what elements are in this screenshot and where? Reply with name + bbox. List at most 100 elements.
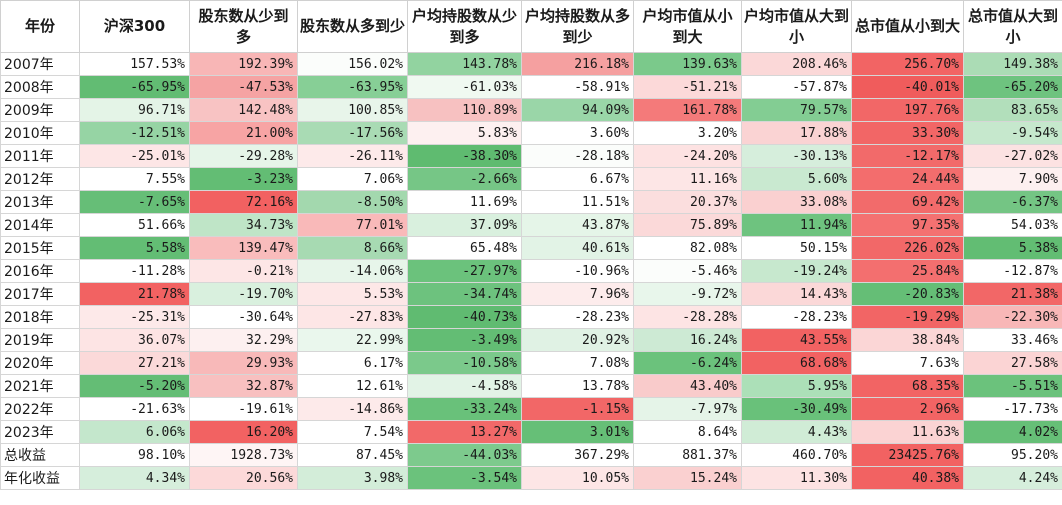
- table-cell: -27.83%: [297, 305, 408, 329]
- table-cell: -24.20%: [633, 144, 742, 168]
- table-cell: 54.03%: [963, 213, 1062, 237]
- table-cell: 27.21%: [79, 351, 190, 375]
- table-cell: 161.78%: [633, 98, 742, 122]
- table-cell: 69.42%: [851, 190, 964, 214]
- table-cell: 1928.73%: [189, 443, 298, 467]
- header-mktcap-asc: 总市值从小到大: [851, 0, 964, 53]
- table-row: 2008年 -65.95% -47.53% -63.95% -61.03% -58.91%…: [0, 75, 1062, 99]
- row-label: 2020年: [0, 351, 80, 375]
- row-label: 2010年: [0, 121, 80, 145]
- table-cell: 8.64%: [633, 420, 742, 444]
- table-cell: 11.51%: [521, 190, 634, 214]
- table-cell: -8.50%: [297, 190, 408, 214]
- table-cell: -30.13%: [741, 144, 852, 168]
- table-cell: 149.38%: [963, 52, 1062, 76]
- table-cell: -30.64%: [189, 305, 298, 329]
- table-cell: 23425.76%: [851, 443, 964, 467]
- table-cell: -12.87%: [963, 259, 1062, 283]
- table-cell: 16.20%: [189, 420, 298, 444]
- table-cell: -40.01%: [851, 75, 964, 99]
- table-cell: -65.95%: [79, 75, 190, 99]
- table-cell: -17.56%: [297, 121, 408, 145]
- table-cell: -22.30%: [963, 305, 1062, 329]
- table-cell: 3.20%: [633, 121, 742, 145]
- table-row: 2020年 27.21% 29.93% 6.17% -10.58% 7.08% -6.24%…: [0, 351, 1062, 375]
- row-label: 2016年: [0, 259, 80, 283]
- table-row: 2023年 6.06% 16.20% 7.54% 13.27% 3.01% 8.64% 4.4…: [0, 420, 1062, 444]
- row-label: 2007年: [0, 52, 80, 76]
- table-cell: 21.00%: [189, 121, 298, 145]
- table-cell: 34.73%: [189, 213, 298, 237]
- table-cell: 7.55%: [79, 167, 190, 191]
- table-row: 总收益 98.10% 1928.73% 87.45% -44.03% 367.29% 881…: [0, 443, 1062, 467]
- header-avg-value-asc: 户均市值从小到大: [633, 0, 742, 53]
- table-cell: 256.70%: [851, 52, 964, 76]
- table-cell: 5.83%: [407, 121, 522, 145]
- table-cell: 25.84%: [851, 259, 964, 283]
- table-row: 2012年 7.55% -3.23% 7.06% -2.66% 6.67% 11.16% 5.…: [0, 167, 1062, 191]
- table-cell: 4.43%: [741, 420, 852, 444]
- table-cell: 33.46%: [963, 328, 1062, 352]
- table-cell: -0.21%: [189, 259, 298, 283]
- table-cell: 95.20%: [963, 443, 1062, 467]
- header-avg-value-desc: 户均市值从大到小: [741, 0, 852, 53]
- table-cell: 5.95%: [741, 374, 852, 398]
- table-cell: -28.23%: [521, 305, 634, 329]
- table-cell: 5.53%: [297, 282, 408, 306]
- table-cell: 10.05%: [521, 466, 634, 490]
- header-csi300: 沪深300: [79, 0, 190, 53]
- table-cell: 8.66%: [297, 236, 408, 260]
- returns-table: 年份 沪深300 股东数从少到多 股东数从多到少 户均持股数从少到多 户均持股数…: [0, 0, 1062, 490]
- row-label: 2009年: [0, 98, 80, 122]
- table-cell: -28.23%: [741, 305, 852, 329]
- table-cell: 6.06%: [79, 420, 190, 444]
- table-cell: 7.90%: [963, 167, 1062, 191]
- table-cell: 24.44%: [851, 167, 964, 191]
- table-cell: -5.20%: [79, 374, 190, 398]
- table-cell: -12.51%: [79, 121, 190, 145]
- table-cell: -4.58%: [407, 374, 522, 398]
- table-cell: -5.51%: [963, 374, 1062, 398]
- table-cell: -28.18%: [521, 144, 634, 168]
- table-cell: 33.08%: [741, 190, 852, 214]
- table-cell: 139.63%: [633, 52, 742, 76]
- table-cell: -7.65%: [79, 190, 190, 214]
- table-cell: 157.53%: [79, 52, 190, 76]
- table-cell: 5.60%: [741, 167, 852, 191]
- table-cell: 4.24%: [963, 466, 1062, 490]
- table-cell: 7.96%: [521, 282, 634, 306]
- table-cell: -26.11%: [297, 144, 408, 168]
- table-cell: -29.28%: [189, 144, 298, 168]
- header-avg-shares-asc: 户均持股数从少到多: [407, 0, 522, 53]
- table-cell: 33.30%: [851, 121, 964, 145]
- table-cell: 3.01%: [521, 420, 634, 444]
- table-cell: 94.09%: [521, 98, 634, 122]
- table-cell: 20.56%: [189, 466, 298, 490]
- table-cell: 21.78%: [79, 282, 190, 306]
- table-cell: -14.06%: [297, 259, 408, 283]
- table-cell: -6.37%: [963, 190, 1062, 214]
- header-holders-desc: 股东数从多到少: [297, 0, 408, 53]
- table-cell: 21.38%: [963, 282, 1062, 306]
- table-cell: 14.43%: [741, 282, 852, 306]
- table-cell: 43.40%: [633, 374, 742, 398]
- table-cell: 11.69%: [407, 190, 522, 214]
- table-cell: 100.85%: [297, 98, 408, 122]
- table-cell: -28.28%: [633, 305, 742, 329]
- table-cell: 22.99%: [297, 328, 408, 352]
- table-cell: 139.47%: [189, 236, 298, 260]
- table-row: 2022年 -21.63% -19.61% -14.86% -33.24% -1.15% -…: [0, 397, 1062, 421]
- table-cell: 87.45%: [297, 443, 408, 467]
- table-cell: -21.63%: [79, 397, 190, 421]
- table-row: 2018年 -25.31% -30.64% -27.83% -40.73% -28.23%…: [0, 305, 1062, 329]
- table-cell: 110.89%: [407, 98, 522, 122]
- table-cell: -9.54%: [963, 121, 1062, 145]
- table-cell: 40.38%: [851, 466, 964, 490]
- table-cell: 27.58%: [963, 351, 1062, 375]
- table-cell: -57.87%: [741, 75, 852, 99]
- table-cell: 13.27%: [407, 420, 522, 444]
- table-cell: 40.61%: [521, 236, 634, 260]
- table-cell: 17.88%: [741, 121, 852, 145]
- table-cell: 43.55%: [741, 328, 852, 352]
- row-label: 2017年: [0, 282, 80, 306]
